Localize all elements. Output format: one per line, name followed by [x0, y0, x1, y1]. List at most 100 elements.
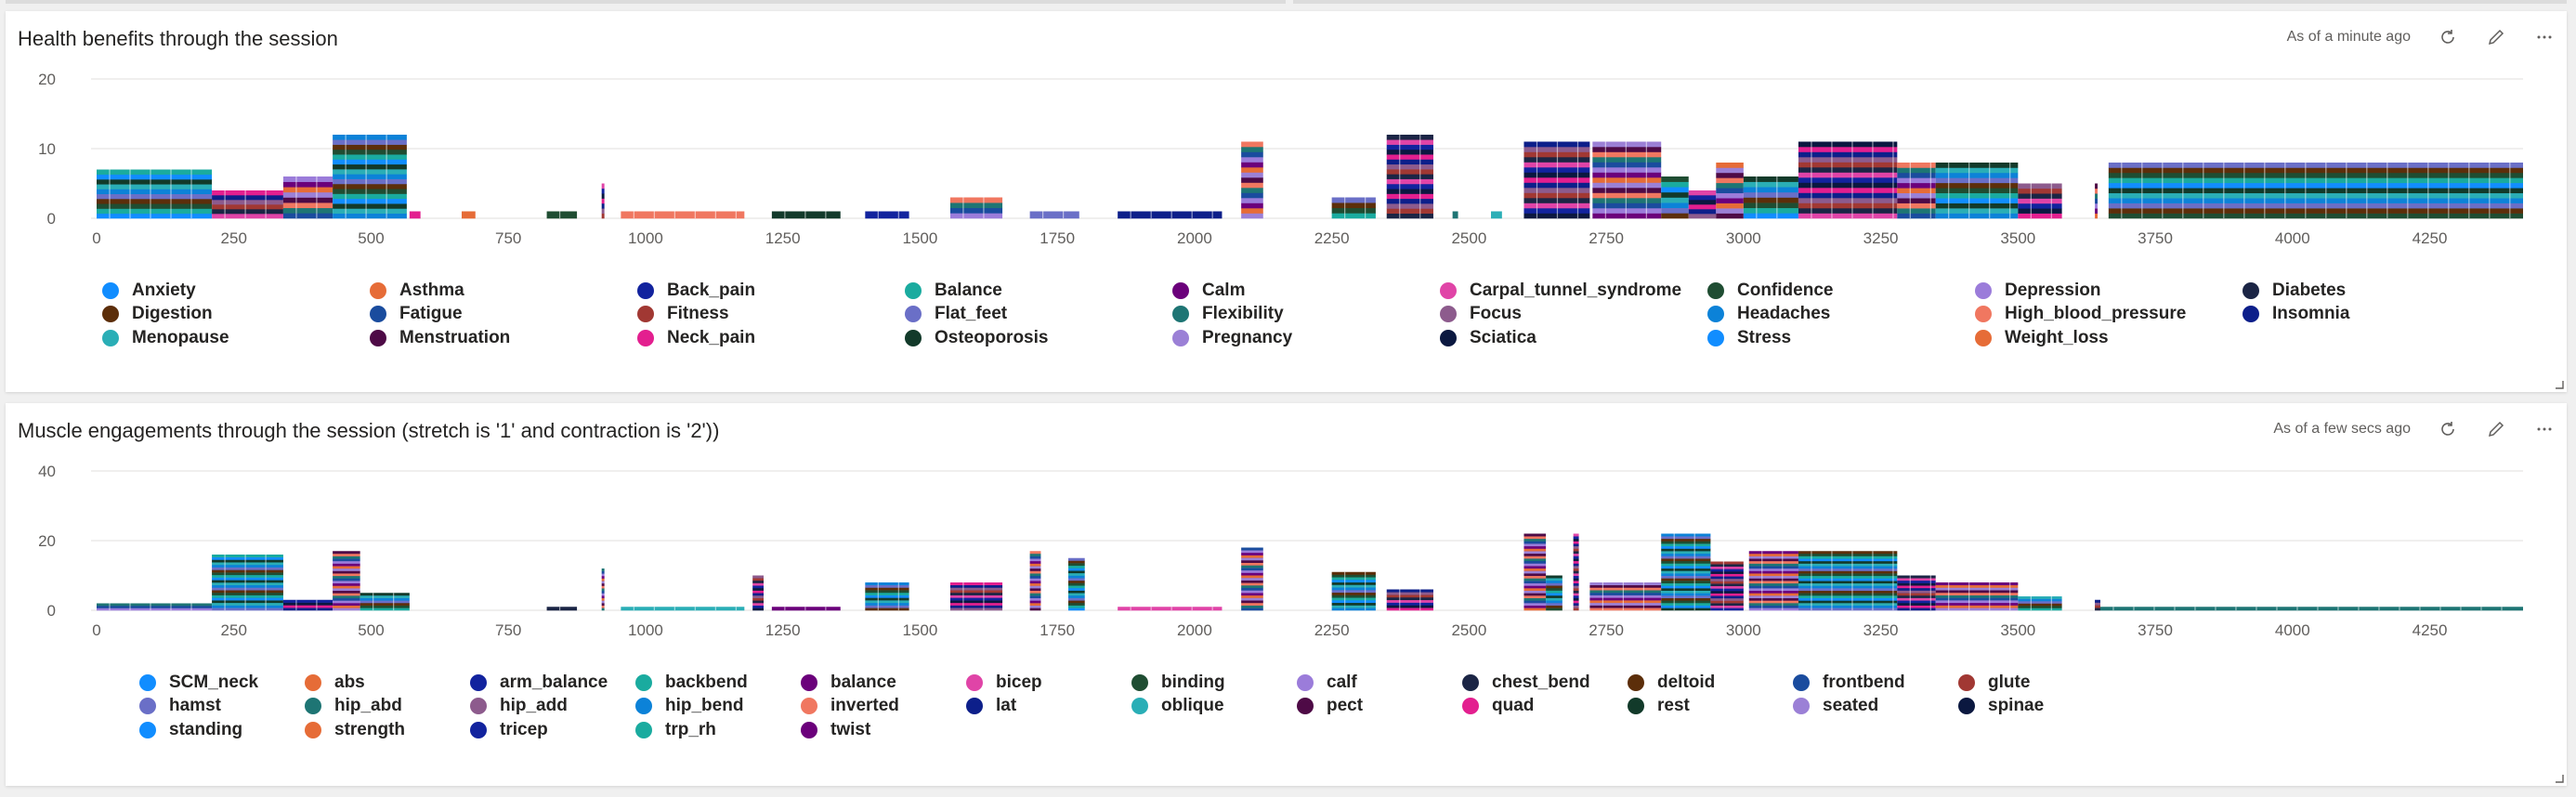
bar-segment[interactable] [1897, 608, 1936, 611]
legend-item[interactable]: glute [1958, 671, 2124, 695]
bar-segment[interactable] [333, 585, 360, 589]
bar-segment[interactable] [752, 602, 765, 606]
bar-segment[interactable] [1743, 181, 1798, 188]
bar-segment[interactable] [2108, 167, 2523, 174]
bar-segment[interactable] [1546, 605, 1563, 608]
bar-segment[interactable] [601, 600, 605, 604]
legend-item[interactable]: Anxiety [102, 279, 370, 303]
bar-segment[interactable] [1029, 553, 1041, 556]
bar-segment[interactable] [1241, 600, 1263, 604]
bar-segment[interactable] [1798, 603, 1898, 606]
bar-segment[interactable] [1029, 590, 1041, 594]
bar-segment[interactable] [1523, 595, 1547, 598]
bar-segment[interactable] [752, 585, 765, 589]
bar-segment[interactable] [949, 213, 1003, 219]
bar-segment[interactable] [1716, 172, 1744, 178]
bar-segment[interactable] [1661, 551, 1711, 555]
bar-segment[interactable] [212, 567, 283, 570]
bar-segment[interactable] [1710, 605, 1744, 608]
bar-segment[interactable] [1546, 593, 1563, 596]
bar-segment[interactable] [1386, 599, 1433, 603]
bar-segment[interactable] [865, 605, 909, 608]
bar-segment[interactable] [1748, 575, 1798, 579]
bar-segment[interactable] [212, 600, 283, 604]
bar-segment[interactable] [1029, 582, 1041, 586]
bar-segment[interactable] [333, 608, 360, 611]
bar-segment[interactable] [1897, 177, 1936, 184]
bar-segment[interactable] [1798, 585, 1898, 589]
bar-segment[interactable] [1589, 582, 1662, 586]
bar-segment[interactable] [2018, 203, 2062, 209]
bar-segment[interactable] [865, 594, 909, 598]
legend-item[interactable]: strength [305, 718, 470, 742]
legend-item[interactable]: Balance [905, 279, 1172, 303]
bar-segment[interactable] [865, 584, 909, 588]
bar-segment[interactable] [1798, 590, 1898, 594]
bar-segment[interactable] [1386, 183, 1433, 189]
bar-segment[interactable] [360, 597, 410, 601]
bar-segment[interactable] [1935, 163, 2019, 168]
bar-segment[interactable] [1592, 182, 1662, 189]
bar-segment[interactable] [1241, 575, 1263, 579]
bar-segment[interactable] [1573, 582, 1579, 586]
bar-segment[interactable] [1241, 552, 1263, 555]
bar-segment[interactable] [1661, 566, 1711, 569]
bar-segment[interactable] [2018, 606, 2062, 608]
bar-segment[interactable] [97, 208, 213, 215]
bar-segment[interactable] [1935, 587, 2019, 591]
bar-segment[interactable] [333, 213, 407, 219]
bar-segment[interactable] [1573, 555, 1579, 559]
legend-item[interactable]: Insomnia [2243, 303, 2510, 327]
bar-segment[interactable] [212, 195, 283, 201]
bar-segment[interactable] [1523, 541, 1547, 544]
bar-segment[interactable] [1661, 595, 1711, 598]
legend-item[interactable]: inverted [801, 695, 966, 719]
bar-segment[interactable] [333, 563, 360, 567]
bar-segment[interactable] [1573, 573, 1579, 577]
bar-segment[interactable] [333, 154, 407, 160]
bar-segment[interactable] [1241, 572, 1263, 576]
legend-item[interactable]: Carpal_tunnel_syndrome [1440, 279, 1707, 303]
bar-segment[interactable] [212, 597, 283, 601]
bar-segment[interactable] [2095, 188, 2099, 194]
bar-segment[interactable] [1241, 557, 1263, 561]
bar-segment[interactable] [1798, 208, 1898, 214]
bar-segment[interactable] [1661, 573, 1711, 577]
bar-segment[interactable] [1798, 600, 1898, 604]
bar-segment[interactable] [1241, 188, 1263, 193]
bar-segment[interactable] [1743, 187, 1798, 193]
bar-segment[interactable] [752, 593, 765, 596]
bar-segment[interactable] [1935, 600, 2019, 604]
bar-segment[interactable] [1688, 214, 1717, 219]
bar-segment[interactable] [1523, 563, 1547, 567]
bar-segment[interactable] [1798, 188, 1898, 193]
bar-segment[interactable] [1748, 568, 1798, 571]
bar-segment[interactable] [601, 203, 605, 209]
bar-segment[interactable] [1897, 580, 1936, 583]
bar-segment[interactable] [1241, 177, 1263, 183]
bar-segment[interactable] [1241, 597, 1263, 601]
bar-segment[interactable] [333, 573, 360, 577]
bar-segment[interactable] [1241, 167, 1263, 173]
bar-segment[interactable] [1798, 192, 1898, 199]
bar-segment[interactable] [1743, 213, 1798, 219]
bar-segment[interactable] [2018, 603, 2062, 607]
bar-segment[interactable] [1748, 585, 1798, 589]
bar-segment[interactable] [1386, 163, 1433, 170]
bar-segment[interactable] [1452, 211, 1458, 219]
bar-segment[interactable] [1798, 563, 1898, 567]
bar-segment[interactable] [1029, 555, 1041, 559]
bar-segment[interactable] [752, 587, 765, 591]
bar-segment[interactable] [97, 203, 213, 209]
bar-segment[interactable] [1748, 600, 1798, 604]
bar-segment[interactable] [1897, 594, 1936, 598]
bar-segment[interactable] [1029, 551, 1041, 555]
refresh-icon[interactable] [2437, 418, 2459, 440]
bar-segment[interactable] [1573, 558, 1579, 562]
legend-item[interactable]: Calm [1172, 279, 1440, 303]
bar-segment[interactable] [360, 594, 410, 598]
bar-segment[interactable] [282, 605, 333, 608]
legend-item[interactable]: binding [1131, 671, 1297, 695]
bar-segment[interactable] [360, 608, 410, 611]
bar-segment[interactable] [1748, 566, 1798, 569]
